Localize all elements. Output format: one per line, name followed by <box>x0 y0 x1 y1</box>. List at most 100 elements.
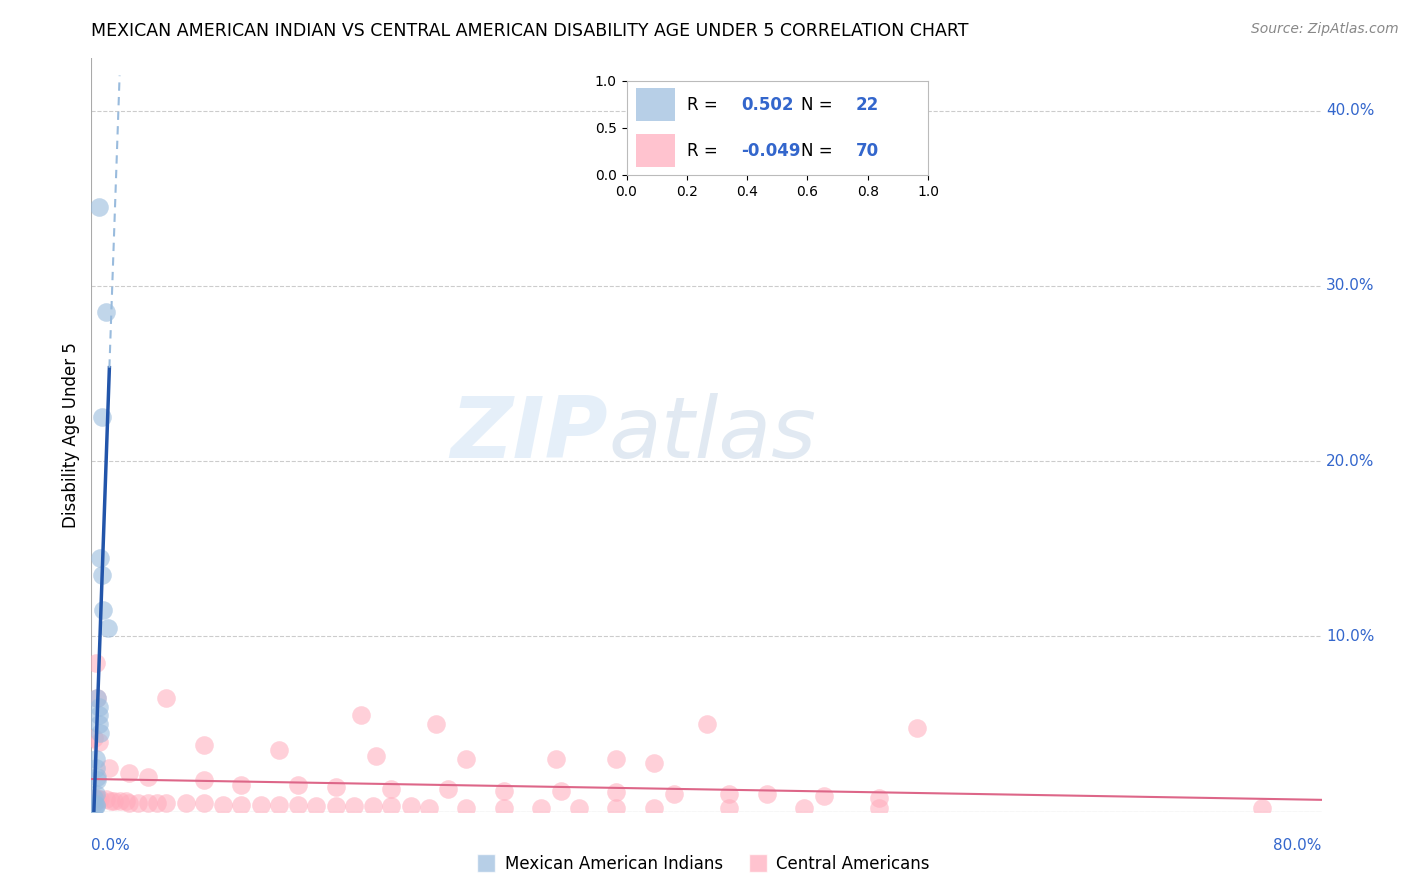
Point <box>343 799 366 814</box>
Point <box>1250 801 1272 815</box>
Text: 0.0%: 0.0% <box>91 838 131 853</box>
Point <box>231 779 253 793</box>
Text: 10.0%: 10.0% <box>1326 629 1374 644</box>
Text: R =: R = <box>688 142 723 160</box>
Point <box>118 766 141 780</box>
Point <box>89 550 111 565</box>
Point <box>83 801 105 815</box>
Text: Source: ZipAtlas.com: Source: ZipAtlas.com <box>1251 22 1399 37</box>
Bar <box>636 135 675 168</box>
Point <box>115 794 138 808</box>
Point <box>83 790 105 805</box>
Point <box>662 787 685 801</box>
Text: 70: 70 <box>856 142 879 160</box>
Point <box>84 656 107 670</box>
Point <box>87 734 110 748</box>
Point <box>86 770 108 784</box>
Point <box>718 801 741 815</box>
Point <box>87 699 110 714</box>
Text: 20.0%: 20.0% <box>1326 454 1374 468</box>
Point <box>93 603 115 617</box>
Point <box>86 773 108 788</box>
Point <box>83 796 105 810</box>
Point <box>86 690 108 705</box>
Point <box>86 690 108 705</box>
Point <box>250 797 273 812</box>
Point <box>100 794 122 808</box>
Point <box>325 780 347 794</box>
Point <box>492 783 515 797</box>
Point <box>456 752 478 766</box>
Point <box>350 708 373 723</box>
Point <box>813 789 835 803</box>
Text: 40.0%: 40.0% <box>1326 103 1374 118</box>
Point <box>174 796 197 810</box>
Point <box>84 787 107 801</box>
Point <box>399 799 422 814</box>
Point <box>103 794 125 808</box>
Point <box>193 738 215 752</box>
Text: MEXICAN AMERICAN INDIAN VS CENTRAL AMERICAN DISABILITY AGE UNDER 5 CORRELATION C: MEXICAN AMERICAN INDIAN VS CENTRAL AMERI… <box>91 22 969 40</box>
Point <box>146 796 169 810</box>
Point <box>138 770 160 784</box>
Text: 30.0%: 30.0% <box>1326 278 1374 293</box>
Point <box>193 796 215 810</box>
Point <box>643 756 665 770</box>
Text: 80.0%: 80.0% <box>1274 838 1322 853</box>
Point <box>127 796 149 810</box>
Point <box>287 779 309 793</box>
Text: -0.049: -0.049 <box>741 142 800 160</box>
Point <box>755 787 778 801</box>
Point <box>868 790 890 805</box>
Point <box>605 752 627 766</box>
Point <box>267 743 290 757</box>
Point <box>492 801 515 815</box>
Point <box>380 799 402 814</box>
Text: 0.502: 0.502 <box>741 95 793 113</box>
Point <box>287 797 309 812</box>
Point <box>530 801 553 815</box>
Bar <box>636 88 675 121</box>
Legend: Mexican American Indians, Central Americans: Mexican American Indians, Central Americ… <box>470 848 936 880</box>
Point <box>425 717 447 731</box>
Point <box>793 801 815 815</box>
Point <box>568 801 591 815</box>
Point <box>96 305 118 319</box>
Point <box>118 796 141 810</box>
Text: R =: R = <box>688 95 723 113</box>
Point <box>605 801 627 815</box>
Point <box>155 690 177 705</box>
Text: N =: N = <box>801 95 838 113</box>
Point <box>89 792 111 806</box>
Point <box>87 708 110 723</box>
Point <box>89 726 111 740</box>
Point <box>138 796 160 810</box>
Point <box>718 787 741 801</box>
Point <box>643 801 665 815</box>
Point <box>87 200 110 214</box>
Point <box>868 801 890 815</box>
Point <box>231 797 253 812</box>
Point <box>86 792 108 806</box>
Point <box>550 783 572 797</box>
Point <box>96 792 118 806</box>
Point <box>84 761 107 775</box>
Point <box>437 781 460 796</box>
Point <box>108 794 131 808</box>
Point <box>418 801 440 815</box>
Point <box>90 568 112 582</box>
Point <box>87 717 110 731</box>
Point <box>84 797 107 812</box>
Point <box>380 781 402 796</box>
Point <box>546 752 568 766</box>
Text: N =: N = <box>801 142 838 160</box>
Point <box>90 410 112 425</box>
Point <box>267 797 290 812</box>
Point <box>325 799 347 814</box>
Point <box>84 752 107 766</box>
Text: 22: 22 <box>856 95 879 113</box>
Point <box>363 799 385 814</box>
Y-axis label: Disability Age Under 5: Disability Age Under 5 <box>62 342 80 528</box>
Text: atlas: atlas <box>607 393 815 476</box>
Point <box>456 801 478 815</box>
